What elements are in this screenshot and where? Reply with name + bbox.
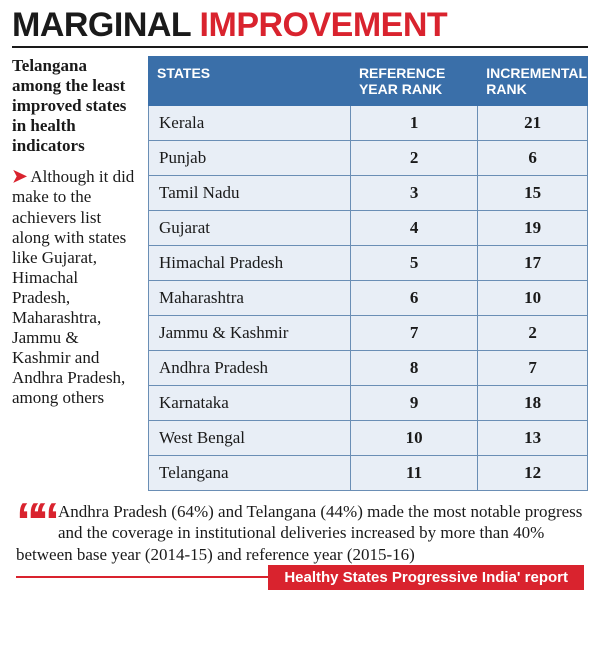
cell-state: Gujarat (149, 211, 351, 246)
table-row: Tamil Nadu315 (149, 176, 588, 211)
cell-state: Jammu & Kashmir (149, 316, 351, 351)
cell-state: Maharashtra (149, 281, 351, 316)
table-row: Telangana1112 (149, 456, 588, 491)
cell-inc-rank: 19 (478, 211, 588, 246)
cell-ref-rank: 6 (350, 281, 477, 316)
th-ref-rank: REFERENCE YEAR RANK (350, 57, 477, 106)
cell-state: Punjab (149, 141, 351, 176)
headline: MARGINAL IMPROVEMENT (12, 8, 588, 42)
cell-state: Andhra Pradesh (149, 351, 351, 386)
cell-state: Kerala (149, 106, 351, 141)
cell-inc-rank: 10 (478, 281, 588, 316)
table-row: Kerala121 (149, 106, 588, 141)
bullet-arrow-icon: ➤ (12, 166, 27, 186)
table-row: Himachal Pradesh517 (149, 246, 588, 281)
cell-ref-rank: 1 (350, 106, 477, 141)
cell-inc-rank: 6 (478, 141, 588, 176)
rank-table: STATES REFERENCE YEAR RANK INCREMENTAL R… (148, 56, 588, 491)
cell-inc-rank: 12 (478, 456, 588, 491)
cell-inc-rank: 17 (478, 246, 588, 281)
table-row: West Bengal1013 (149, 421, 588, 456)
quote-text-wrap: ““ Andhra Pradesh (64%) and Telangana (4… (16, 501, 584, 565)
table-row: Karnataka918 (149, 386, 588, 421)
cell-inc-rank: 2 (478, 316, 588, 351)
table-row: Maharashtra610 (149, 281, 588, 316)
cell-inc-rank: 7 (478, 351, 588, 386)
cell-state: Telangana (149, 456, 351, 491)
quote-block: ““ Andhra Pradesh (64%) and Telangana (4… (12, 501, 588, 590)
th-inc-rank: INCREMENTAL RANK (478, 57, 588, 106)
source-rule (16, 576, 268, 578)
th-states: STATES (149, 57, 351, 106)
cell-ref-rank: 5 (350, 246, 477, 281)
cell-state: Karnataka (149, 386, 351, 421)
cell-state: Himachal Pradesh (149, 246, 351, 281)
table-row: Gujarat419 (149, 211, 588, 246)
cell-inc-rank: 15 (478, 176, 588, 211)
quote-mark-icon: ““ (16, 503, 52, 542)
table-wrap: STATES REFERENCE YEAR RANK INCREMENTAL R… (148, 56, 588, 491)
cell-ref-rank: 11 (350, 456, 477, 491)
cell-state: West Bengal (149, 421, 351, 456)
cell-inc-rank: 13 (478, 421, 588, 456)
cell-state: Tamil Nadu (149, 176, 351, 211)
cell-ref-rank: 3 (350, 176, 477, 211)
sidebar-column: Telangana among the least improved state… (12, 56, 140, 491)
cell-ref-rank: 7 (350, 316, 477, 351)
cell-inc-rank: 18 (478, 386, 588, 421)
cell-ref-rank: 8 (350, 351, 477, 386)
source-label: Healthy States Progressive India' report (268, 565, 584, 590)
headline-rule (12, 46, 588, 48)
headline-word-2: IMPROVEMENT (200, 6, 448, 44)
cell-ref-rank: 10 (350, 421, 477, 456)
sidebar-body-text: Although it did make to the achievers li… (12, 167, 134, 407)
infographic-container: MARGINAL IMPROVEMENT Telangana among the… (0, 0, 600, 590)
table-header-row: STATES REFERENCE YEAR RANK INCREMENTAL R… (149, 57, 588, 106)
sidebar-body: ➤ Although it did make to the achievers … (12, 166, 140, 408)
main-row: Telangana among the least improved state… (12, 56, 588, 491)
source-bar: Healthy States Progressive India' report (16, 565, 584, 590)
quote-text: Andhra Pradesh (64%) and Telangana (44%)… (16, 502, 582, 564)
sidebar-lead: Telangana among the least improved state… (12, 56, 140, 156)
cell-ref-rank: 2 (350, 141, 477, 176)
cell-ref-rank: 4 (350, 211, 477, 246)
table-row: Andhra Pradesh87 (149, 351, 588, 386)
table-row: Punjab26 (149, 141, 588, 176)
headline-word-1: MARGINAL (12, 6, 191, 44)
cell-ref-rank: 9 (350, 386, 477, 421)
table-row: Jammu & Kashmir72 (149, 316, 588, 351)
cell-inc-rank: 21 (478, 106, 588, 141)
table-body: Kerala121Punjab26Tamil Nadu315Gujarat419… (149, 106, 588, 491)
